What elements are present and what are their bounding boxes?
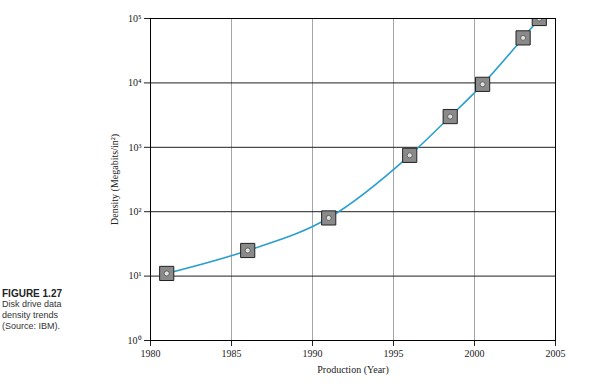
html-text:Disk drive data density trends: Disk drive data density trends (Source: …	[2, 299, 62, 331]
svg-text:1990: 1990	[303, 348, 323, 359]
svg-text:10⁰: 10⁰	[128, 335, 142, 346]
svg-text:Production (Year): Production (Year)	[317, 364, 388, 376]
svg-text:10⁵: 10⁵	[128, 13, 142, 24]
svg-text:Density (Megabits/in²): Density (Megabits/in²)	[109, 134, 121, 225]
svg-text:1985: 1985	[222, 348, 242, 359]
svg-text:10⁴: 10⁴	[128, 77, 142, 88]
svg-text:1980: 1980	[141, 348, 161, 359]
svg-text:10²: 10²	[129, 206, 142, 217]
svg-text:2005: 2005	[546, 348, 566, 359]
html-text:FIGURE 1.27: FIGURE 1.27	[2, 288, 62, 299]
svg-text:1995: 1995	[384, 348, 404, 359]
svg-text:2000: 2000	[465, 348, 485, 359]
svg-text:10³: 10³	[129, 142, 142, 153]
svg-text:10¹: 10¹	[129, 270, 142, 281]
